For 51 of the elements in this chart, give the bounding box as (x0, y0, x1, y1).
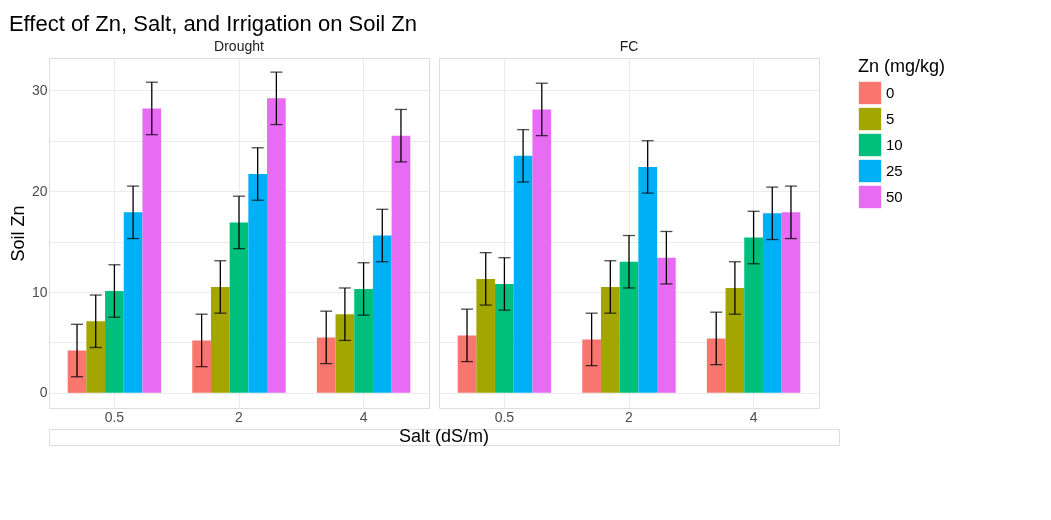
bar (532, 109, 552, 393)
bar (229, 222, 249, 393)
bar (267, 98, 286, 393)
legend-label: 50 (886, 188, 903, 205)
bar (335, 314, 355, 393)
x-tick-label: 2 (625, 408, 634, 425)
y-tick-label: 10 (31, 283, 48, 300)
bar (457, 335, 477, 393)
legend-label: 10 (886, 136, 903, 153)
bar (495, 283, 514, 393)
bar (744, 237, 763, 393)
bar (192, 340, 211, 393)
x-tick-label: 0.5 (104, 408, 125, 425)
bar (123, 212, 143, 393)
legend-label: 5 (886, 110, 895, 127)
bar (354, 288, 373, 393)
chart-subtitle: Drought (214, 38, 265, 54)
bar (706, 338, 726, 393)
x-tick-label: 4 (749, 408, 758, 425)
bar (86, 321, 106, 393)
bar (142, 108, 162, 393)
bar (105, 291, 124, 393)
bar (391, 135, 411, 393)
bar (248, 173, 268, 393)
bar (619, 261, 639, 393)
x-tick-label: 0.5 (494, 408, 515, 425)
bar (600, 286, 620, 393)
bar (476, 278, 496, 393)
legend-title: Zn (mg/kg) (858, 56, 946, 76)
bar (781, 212, 801, 393)
x-axis-title: Salt (dS/m) (398, 426, 490, 446)
bar (372, 235, 392, 393)
legend-label: 25 (886, 162, 903, 179)
bar (513, 155, 533, 393)
x-tick-label: 2 (235, 408, 244, 425)
bar (67, 350, 87, 393)
chart-subtitle: FC (619, 38, 639, 54)
y-tick-label: 0 (39, 384, 48, 401)
bar (657, 257, 676, 393)
bar (582, 339, 601, 393)
chart-title: Effect of Zn, Salt, and Irrigation on Soil Zn (8, 10, 417, 36)
y-tick-label: 20 (31, 182, 48, 199)
bar (762, 213, 782, 393)
y-tick-label: 30 (31, 81, 48, 98)
bar (316, 337, 336, 393)
bar (638, 166, 658, 393)
legend-label: 0 (886, 84, 895, 101)
bar (725, 287, 745, 393)
bar (210, 286, 230, 393)
y-axis-title: Soil Zn (7, 205, 28, 262)
x-tick-label: 4 (359, 408, 368, 425)
